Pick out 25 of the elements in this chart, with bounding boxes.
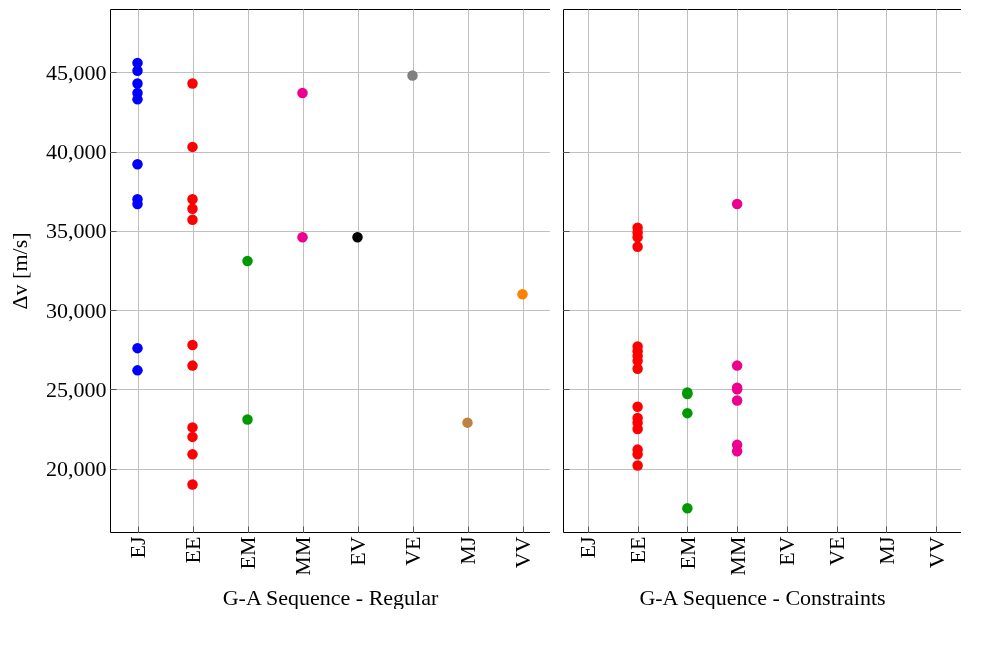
x-tick-label: MM: [724, 536, 750, 576]
x-tick-label: EJ: [125, 536, 150, 559]
y-axis-title: Δv [m/s]: [7, 232, 32, 310]
x-tick-label: EM: [674, 536, 700, 570]
x-tick-label: MJ: [873, 536, 899, 565]
y-tick-label: 40,000: [46, 139, 107, 165]
y-tick-label: 35,000: [46, 218, 107, 244]
x-tick-label: EV: [774, 536, 800, 566]
x-tick-label: MM: [290, 536, 315, 576]
y-tick-label: 20,000: [46, 456, 107, 482]
x-tick-label: VE: [824, 536, 850, 566]
x-tick-label: EE: [180, 536, 205, 564]
x-tick-label: EJ: [575, 536, 601, 559]
x-axis-title: G-A Sequence - Regular: [222, 584, 439, 610]
x-tick-label: MJ: [455, 536, 480, 565]
y-tick-label: 25,000: [46, 376, 107, 402]
x-tick-label: VV: [510, 536, 535, 569]
y-tick-label: 30,000: [46, 297, 107, 323]
x-tick-label: VE: [400, 536, 425, 566]
y-tick-label: 45,000: [46, 59, 107, 85]
x-tick-label: EV: [345, 536, 370, 566]
x-tick-label: EE: [625, 536, 651, 564]
x-tick-label: EM: [235, 536, 260, 570]
x-tick-label: VV: [923, 536, 949, 569]
x-axis-title: G-A Sequence - Constraints: [639, 584, 886, 610]
